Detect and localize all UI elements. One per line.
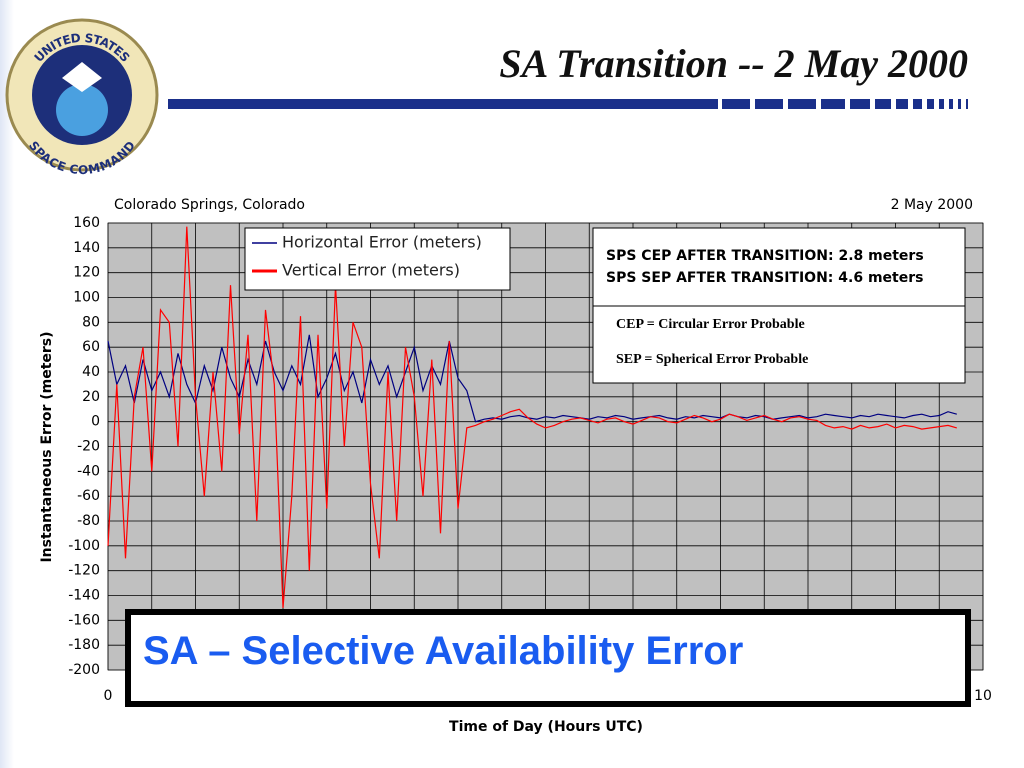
rule-dash (896, 99, 908, 109)
title-rule (168, 99, 968, 109)
y-tick-label: -60 (77, 488, 100, 504)
rule-dash (939, 99, 944, 109)
legend-label: Horizontal Error (meters) (282, 233, 482, 252)
y-tick-label: -180 (68, 637, 100, 653)
chart: Colorado Springs, Colorado 2 May 2000 In… (39, 197, 992, 735)
logo: UNITED STATES SPACE COMMAND (5, 18, 159, 177)
x-tick-label: 10 (974, 688, 992, 704)
legend-label: Vertical Error (meters) (282, 261, 460, 280)
slide-title: SA Transition -- 2 May 2000 (499, 41, 968, 86)
logo-globe (56, 84, 108, 136)
y-tick-label: -40 (77, 463, 100, 479)
logo-eagle (62, 62, 102, 92)
rule-dash (927, 99, 934, 109)
rule-dash (850, 99, 870, 109)
y-tick-label: -100 (68, 538, 100, 554)
y-tick-label: 140 (73, 240, 100, 256)
y-axis-label: Instantaneous Error (meters) (39, 331, 55, 562)
y-tick-label: 80 (82, 314, 100, 330)
y-tick-label: 40 (82, 364, 100, 380)
y-tick-label: 100 (73, 290, 100, 306)
callout-box (592, 227, 966, 307)
y-tick-label: 20 (82, 389, 100, 405)
x-axis-label: Time of Day (Hours UTC) (449, 719, 643, 735)
rule-dash (949, 99, 953, 109)
banner-text: SA – Selective Availability Error (143, 629, 744, 673)
chart-subtitle-right: 2 May 2000 (891, 197, 973, 213)
rule-bar (168, 99, 718, 109)
rule-dash (722, 99, 750, 109)
banner: SA – Selective Availability Error (125, 609, 971, 707)
series-line (107, 226, 957, 608)
rule-dash (788, 99, 816, 109)
definition-text: SEP = Spherical Error Probable (616, 352, 808, 367)
x-tick-label: 0 (104, 688, 113, 704)
y-tick-label: 160 (73, 215, 100, 231)
callout-text: SPS CEP AFTER TRANSITION: 2.8 meters (606, 248, 924, 264)
y-tick-label: -160 (68, 612, 100, 628)
definition-box (592, 305, 966, 384)
chart-subtitle-left: Colorado Springs, Colorado (114, 197, 305, 213)
y-tick-label: -20 (77, 439, 100, 455)
y-tick-label: 0 (91, 414, 100, 430)
legend (244, 227, 511, 291)
rule-dash (875, 99, 891, 109)
y-tick-label: -200 (68, 662, 100, 678)
rule-dash (958, 99, 961, 109)
y-tick-label: 120 (73, 265, 100, 281)
y-tick-label: -140 (68, 588, 100, 604)
y-tick-label: -120 (68, 563, 100, 579)
callout-text: SPS SEP AFTER TRANSITION: 4.6 meters (606, 270, 923, 286)
definition-text: CEP = Circular Error Probable (616, 317, 805, 332)
rule-dash (966, 99, 968, 109)
y-tick-label: 60 (82, 339, 100, 355)
rule-dash (913, 99, 922, 109)
y-tick-label: -80 (77, 513, 100, 529)
rule-dash (755, 99, 783, 109)
rule-dash (821, 99, 845, 109)
